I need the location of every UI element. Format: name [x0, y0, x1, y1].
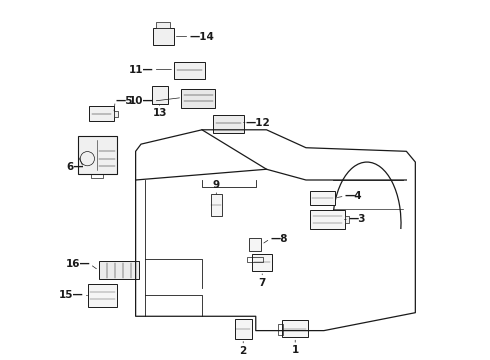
- Text: 1: 1: [292, 345, 299, 355]
- Bar: [282, 320, 308, 337]
- Bar: [248, 238, 262, 251]
- Bar: [211, 194, 222, 216]
- Bar: [174, 62, 205, 79]
- Text: —14: —14: [190, 32, 214, 41]
- Bar: [235, 319, 252, 339]
- Text: —5: —5: [115, 96, 133, 106]
- Bar: [278, 324, 283, 334]
- Bar: [214, 115, 245, 134]
- Bar: [77, 136, 117, 174]
- Bar: [156, 22, 171, 28]
- Bar: [344, 216, 348, 223]
- Text: 11—: 11—: [129, 64, 153, 75]
- Bar: [88, 284, 117, 307]
- Text: 16—: 16—: [65, 259, 90, 269]
- Bar: [247, 257, 263, 262]
- Bar: [311, 210, 344, 229]
- Bar: [252, 254, 272, 271]
- Bar: [153, 28, 173, 45]
- Bar: [89, 106, 114, 121]
- Text: 15—: 15—: [59, 291, 84, 301]
- Text: 6—: 6—: [66, 162, 84, 172]
- Text: —8: —8: [270, 234, 288, 244]
- Bar: [114, 111, 118, 117]
- Bar: [152, 86, 168, 104]
- Bar: [181, 89, 215, 108]
- Text: —4: —4: [344, 191, 362, 201]
- Text: —3: —3: [349, 215, 367, 224]
- Text: 2: 2: [240, 346, 247, 356]
- Bar: [98, 261, 139, 279]
- Text: 9: 9: [213, 180, 220, 190]
- Text: —12: —12: [245, 118, 270, 128]
- Text: 10—: 10—: [129, 96, 153, 106]
- Text: 7: 7: [259, 278, 266, 288]
- Bar: [91, 174, 103, 178]
- Bar: [310, 191, 335, 205]
- Text: 13: 13: [152, 108, 167, 118]
